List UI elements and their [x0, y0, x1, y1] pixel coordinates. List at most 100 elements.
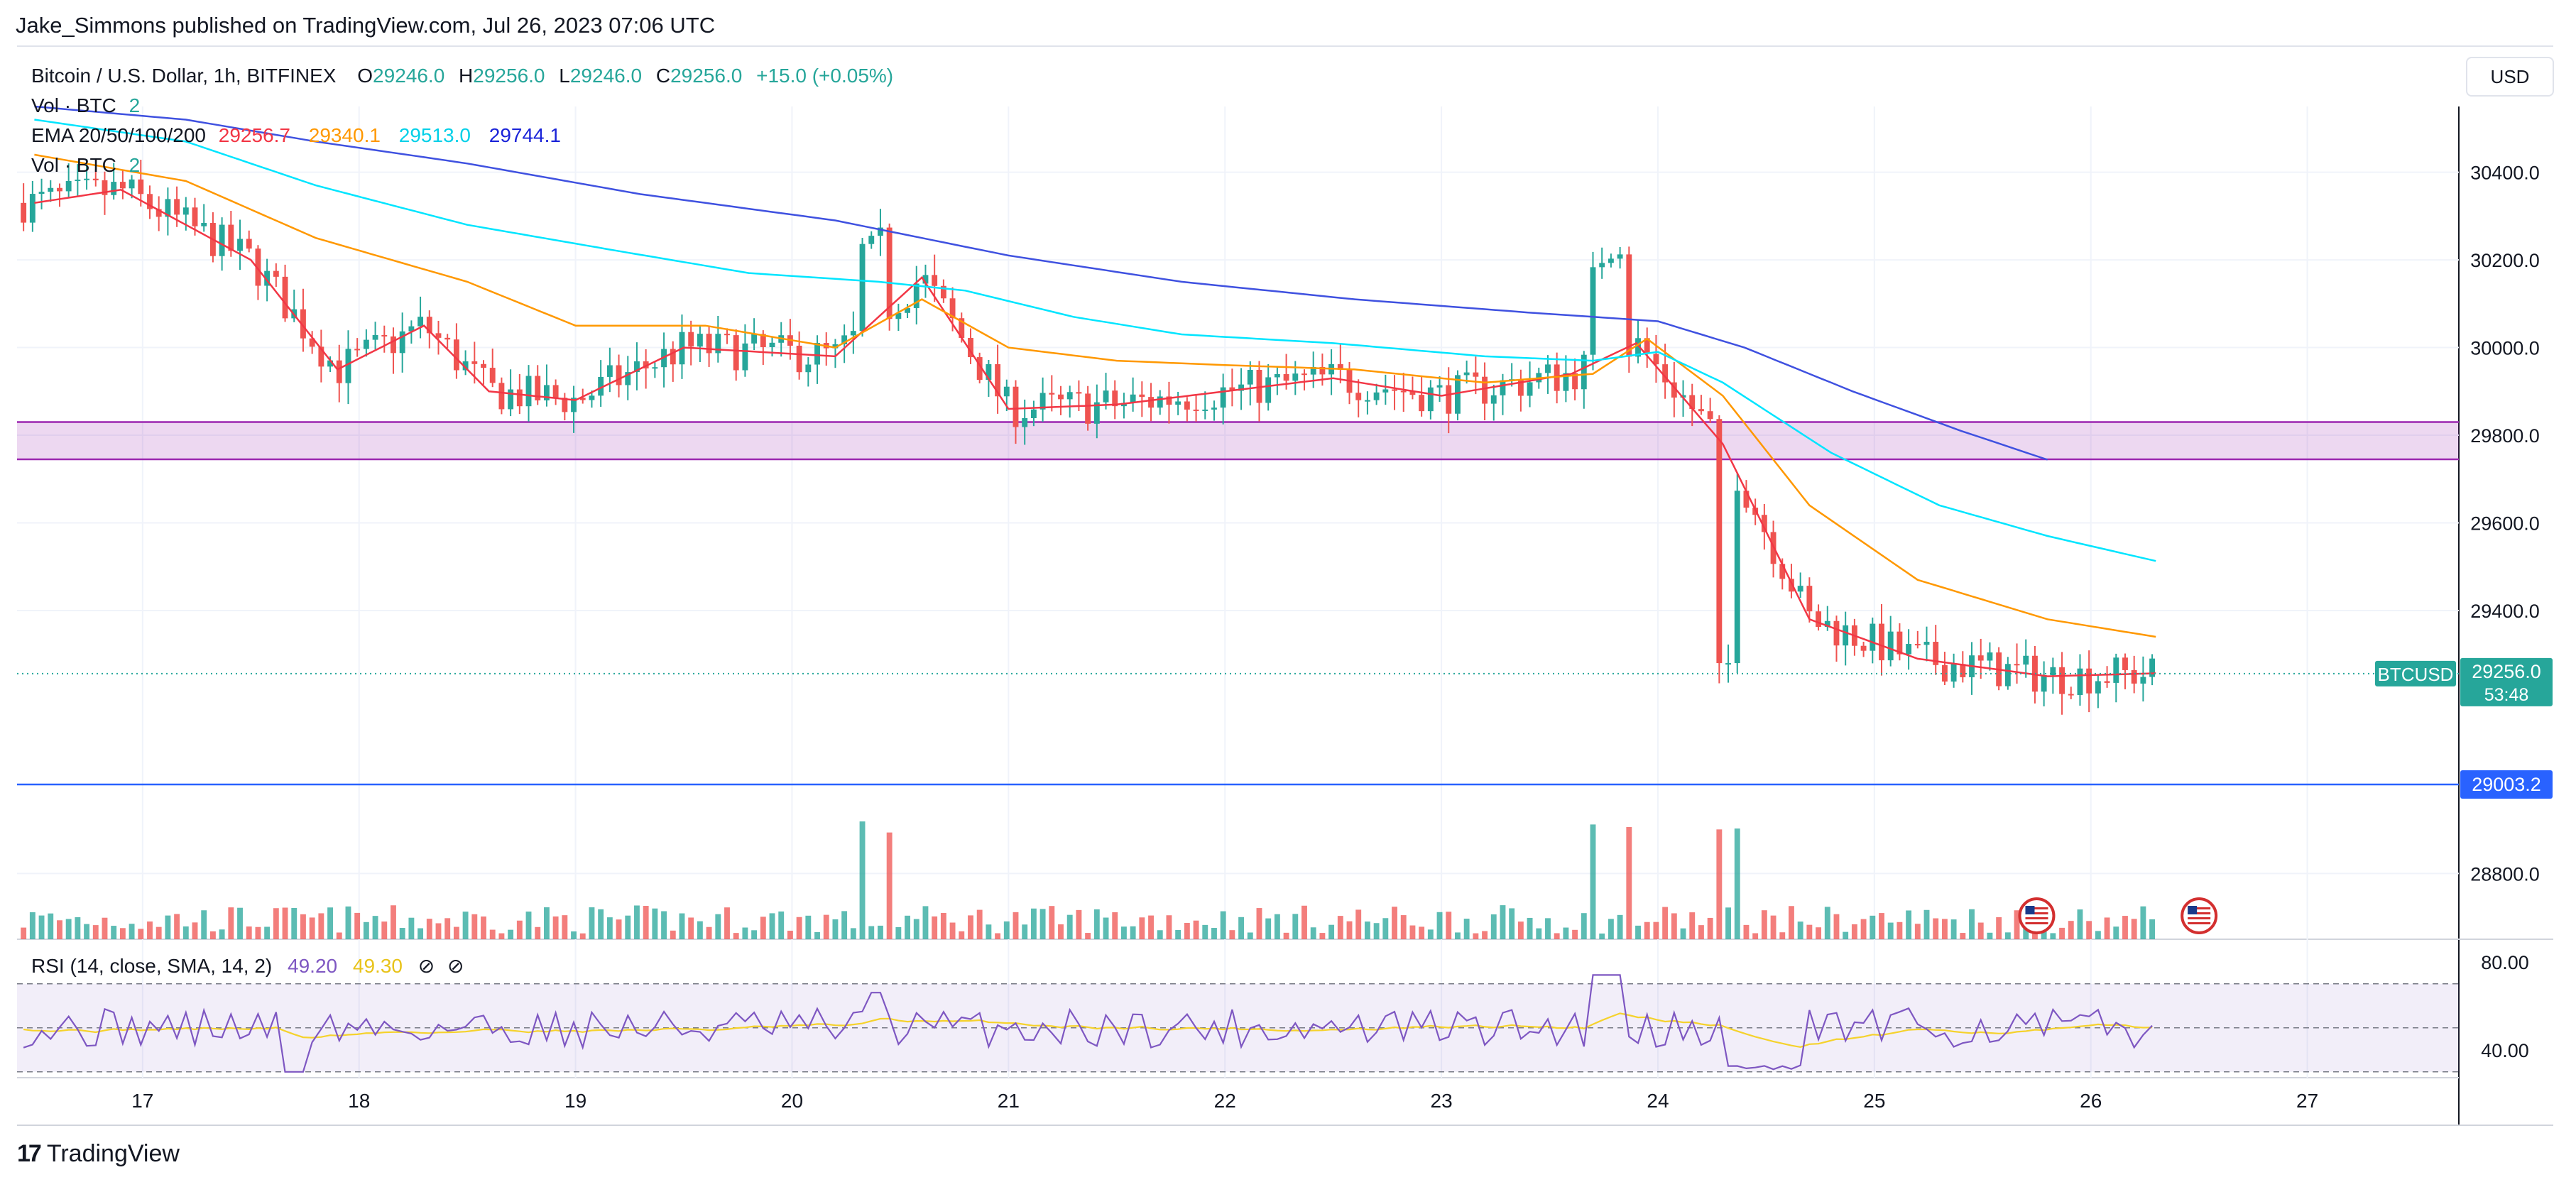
volume-bar	[1716, 829, 1723, 939]
brand-name: TradingView	[46, 1140, 180, 1167]
volume-bar	[391, 905, 396, 939]
candle-body	[959, 318, 965, 338]
volume-bar	[2113, 926, 2119, 939]
candle-body	[1761, 515, 1767, 532]
candle-body	[2004, 664, 2011, 687]
candle-body	[1355, 393, 1362, 400]
candle-body	[489, 368, 496, 383]
volume-label: Vol · BTC	[31, 94, 116, 116]
candle-body	[1310, 366, 1316, 375]
candle-body	[606, 365, 613, 377]
candle-body	[652, 367, 658, 369]
candle-body	[300, 309, 306, 339]
candle-body	[1599, 263, 1605, 268]
price-axis[interactable]: 30400.0 30200.0 30000.0 29800.0 29600.0 29400…	[2470, 163, 2540, 885]
rsi-band	[17, 983, 2459, 1072]
candle-body	[1473, 372, 1479, 377]
volume-bar	[1093, 909, 1100, 939]
candle-body	[1419, 395, 1425, 412]
candle-body	[1941, 664, 1948, 682]
volume-bar	[336, 932, 342, 939]
candle-body	[1283, 373, 1289, 381]
candle-body	[65, 181, 72, 192]
time-axis[interactable]: 17 18 19 20 21 22 23 24 25 26 27	[131, 1090, 2318, 1112]
volume-bar	[616, 919, 622, 939]
volume-bar	[219, 929, 225, 939]
rsi-tick-label: 80.00	[2481, 952, 2529, 973]
current-price-tag-bg	[2460, 657, 2553, 706]
candle-body	[1879, 623, 1884, 661]
candle-body	[48, 187, 54, 192]
flag-stripe	[2188, 922, 2211, 924]
candle-body	[1906, 644, 1912, 655]
volume-bar	[1427, 929, 1434, 939]
volume-bar	[246, 926, 252, 939]
candle-body	[1120, 403, 1127, 407]
candle-body	[508, 389, 514, 410]
volume-bar	[1960, 933, 1966, 939]
candle-body	[1193, 409, 1199, 411]
ema-line-0	[34, 189, 2156, 677]
volume-bar	[1157, 930, 1163, 939]
flag-stripe	[2025, 922, 2048, 924]
candle-body	[2068, 694, 2074, 696]
volume-bar	[481, 916, 486, 939]
candle-body	[1581, 354, 1587, 390]
currency-button[interactable]: USD	[2466, 57, 2554, 97]
volume-bar	[913, 919, 919, 939]
volume-bar	[589, 907, 595, 939]
volume-bar	[48, 913, 54, 939]
candle-body	[38, 192, 45, 195]
ohlc-low: 29246.0	[569, 65, 643, 87]
candle-body	[1527, 382, 1533, 396]
volume-bar	[1022, 924, 1028, 939]
volume-bar	[147, 921, 153, 939]
volume-bar	[922, 906, 929, 939]
volume-bar	[661, 911, 667, 939]
symbol-tag-text: BTCUSD	[2378, 664, 2454, 685]
volume-bar	[1680, 928, 1686, 939]
volume-bar	[1030, 908, 1037, 939]
volume-bar	[237, 907, 243, 939]
volume-row-2: Vol · BTC 2	[31, 151, 893, 180]
candle-body	[219, 224, 225, 256]
time-tick-label: 25	[1863, 1090, 1885, 1112]
volume-bar	[670, 930, 676, 939]
volume-bar	[895, 926, 902, 939]
volume-bar	[598, 909, 604, 939]
rsi-legend: RSI (14, close, SMA, 14, 2) 49.20 49.30 …	[31, 954, 464, 978]
candle-body	[805, 364, 812, 373]
volume-value-2: 2	[129, 154, 141, 176]
publisher-line: Jake_Simmons published on TradingView.co…	[16, 13, 716, 38]
volume-bar	[426, 919, 432, 939]
volume-bar	[1120, 926, 1127, 939]
flag-canton	[2025, 906, 2035, 914]
ohlc-close: 29256.0	[670, 65, 743, 87]
volume-bar	[84, 924, 90, 939]
candle-body	[147, 194, 153, 209]
candle-body	[119, 182, 126, 189]
volume-bar	[1590, 824, 1596, 939]
candle-body	[1076, 392, 1082, 394]
rsi-label: RSI (14, close, SMA, 14, 2)	[31, 955, 273, 977]
candle-body	[1463, 372, 1470, 376]
volume-bar	[1419, 926, 1425, 939]
volume-bar	[155, 926, 162, 939]
candle-body	[2041, 675, 2047, 692]
tradingview-brand[interactable]: 17 TradingView	[17, 1140, 180, 1168]
candle-body	[1446, 385, 1452, 414]
candle-body	[724, 334, 730, 336]
candle-body	[273, 270, 279, 277]
volume-bar	[1039, 909, 1046, 939]
candle-body	[471, 361, 478, 364]
volume-bar	[1941, 919, 1948, 939]
price-tick-label: 28800.0	[2470, 863, 2540, 885]
rsi-axis: 80.00 40.00	[2481, 952, 2529, 1061]
volume-bar	[174, 914, 180, 939]
candle-body	[111, 182, 117, 195]
candle-body	[192, 207, 198, 226]
candle-body	[1517, 379, 1524, 396]
volume-bar	[932, 916, 938, 939]
